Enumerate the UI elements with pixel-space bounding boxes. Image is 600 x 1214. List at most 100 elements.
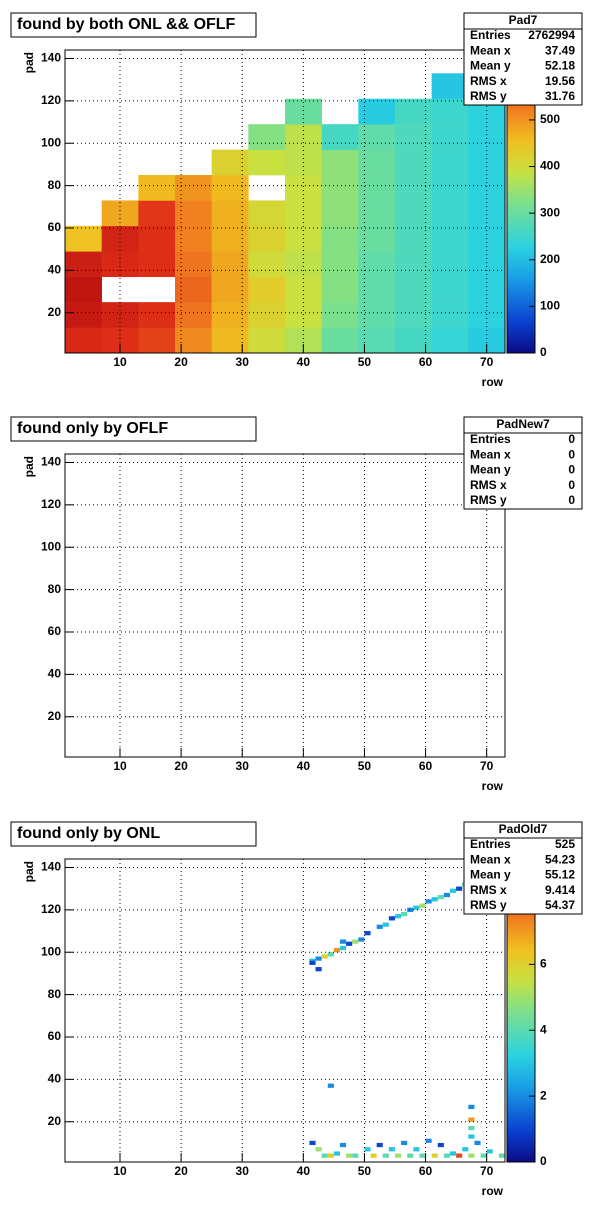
x-tick-label: 60 xyxy=(419,759,433,773)
heat-cell xyxy=(468,200,505,227)
y-tick-label: 120 xyxy=(41,497,61,511)
heat-cell xyxy=(340,945,347,951)
heat-cell xyxy=(321,327,359,353)
stats-title: PadNew7 xyxy=(496,417,550,431)
heat-cell xyxy=(340,939,347,944)
heat-cell xyxy=(431,175,469,201)
heat-cell xyxy=(443,1153,450,1158)
z-tick-label: 0 xyxy=(540,345,547,359)
heat-cell xyxy=(388,1147,395,1152)
heat-cell xyxy=(480,1153,487,1158)
y-tick-label: 80 xyxy=(48,178,62,192)
heat-cell xyxy=(413,1147,420,1152)
y-tick-label: 140 xyxy=(41,860,61,874)
x-axis-label: row xyxy=(482,375,504,389)
stats-value: 0 xyxy=(568,463,575,477)
z-tick-label: 400 xyxy=(540,159,560,173)
x-tick-label: 30 xyxy=(236,355,250,369)
frame xyxy=(64,49,506,354)
heat-cell xyxy=(327,1083,334,1088)
stats-value: 37.49 xyxy=(545,43,575,57)
stats-box xyxy=(463,416,583,510)
stats-label: Mean y xyxy=(470,463,511,477)
stats-label: Entries xyxy=(470,837,511,851)
y-tick-label: 80 xyxy=(48,582,62,596)
x-tick-label: 30 xyxy=(236,759,250,773)
heat-cell xyxy=(395,98,432,125)
heat-cell xyxy=(358,149,396,176)
y-tick-label: 100 xyxy=(41,944,61,958)
heat-cell xyxy=(138,327,176,353)
heat-cell xyxy=(468,1153,475,1158)
heat-cell xyxy=(211,302,249,328)
heat-cell xyxy=(376,1142,383,1148)
heat-cell xyxy=(431,327,469,353)
frame-bg xyxy=(65,454,505,757)
heat-cell xyxy=(358,276,396,303)
heat-cell xyxy=(248,225,286,252)
heat-cell xyxy=(138,225,176,252)
x-tick-label: 40 xyxy=(297,759,311,773)
heat-cell xyxy=(327,952,334,957)
heat-cell xyxy=(474,1140,481,1146)
stats-label: RMS x xyxy=(470,883,507,897)
y-tick-label: 20 xyxy=(48,305,62,319)
heat-cell xyxy=(468,251,505,278)
stats-value: 55.12 xyxy=(545,868,575,882)
heat-cell xyxy=(364,931,371,936)
heat-cell xyxy=(175,200,212,227)
heat-cell xyxy=(211,276,249,303)
heat-cell xyxy=(138,175,176,201)
chart-title: found only by ONL xyxy=(17,825,160,842)
heat-cell xyxy=(498,1153,505,1158)
heat-cell xyxy=(450,888,457,893)
x-tick-label: 30 xyxy=(236,1164,250,1178)
heat-cell xyxy=(437,1142,444,1148)
y-tick-label: 40 xyxy=(48,263,62,277)
y-tick-label: 120 xyxy=(41,902,61,916)
heat-cell xyxy=(443,892,450,898)
heat-cell xyxy=(395,302,432,328)
stats-value: 0 xyxy=(568,493,575,507)
heat-cell xyxy=(468,1117,475,1122)
stats-label: RMS x xyxy=(470,74,507,88)
heat-cell xyxy=(321,954,328,959)
heat-cell xyxy=(358,225,396,252)
chart-title: found by both ONL && OFLF xyxy=(17,16,236,33)
heat-cell xyxy=(352,1153,359,1158)
heat-cell xyxy=(285,200,322,227)
z-tick-label: 200 xyxy=(540,252,560,266)
heat-cell xyxy=(431,200,469,227)
title-box xyxy=(10,821,257,847)
heat-cell xyxy=(401,1140,408,1146)
stats-label: RMS y xyxy=(470,493,507,507)
heat-cell xyxy=(437,895,444,900)
stats-value: 31.76 xyxy=(545,89,575,103)
heat-cell xyxy=(248,276,286,303)
heat-cell xyxy=(431,276,469,303)
y-tick-label: 40 xyxy=(48,1072,62,1086)
heat-cell xyxy=(358,124,396,150)
heat-cell xyxy=(425,1138,432,1143)
heat-cell xyxy=(321,251,359,278)
x-axis-label: row xyxy=(482,779,504,793)
heat-cell xyxy=(285,251,322,278)
y-tick-label: 100 xyxy=(41,539,61,553)
heat-cell xyxy=(395,1153,402,1158)
heat-cell xyxy=(340,1142,347,1148)
heat-cell xyxy=(370,1153,377,1158)
heat-cell xyxy=(395,327,432,353)
stats-label: Mean x xyxy=(470,852,511,866)
z-tick-label: 300 xyxy=(540,205,560,219)
stats-title: PadOld7 xyxy=(499,822,548,836)
heat-cell xyxy=(315,1147,322,1152)
x-tick-label: 70 xyxy=(480,1164,494,1178)
z-tick-label: 4 xyxy=(540,1022,547,1036)
heat-cell xyxy=(395,914,402,919)
x-tick-label: 40 xyxy=(297,355,311,369)
frame xyxy=(64,858,506,1163)
stats-value: 525 xyxy=(555,837,575,851)
heat-cell xyxy=(352,939,359,944)
z-tick-label: 2 xyxy=(540,1088,547,1102)
